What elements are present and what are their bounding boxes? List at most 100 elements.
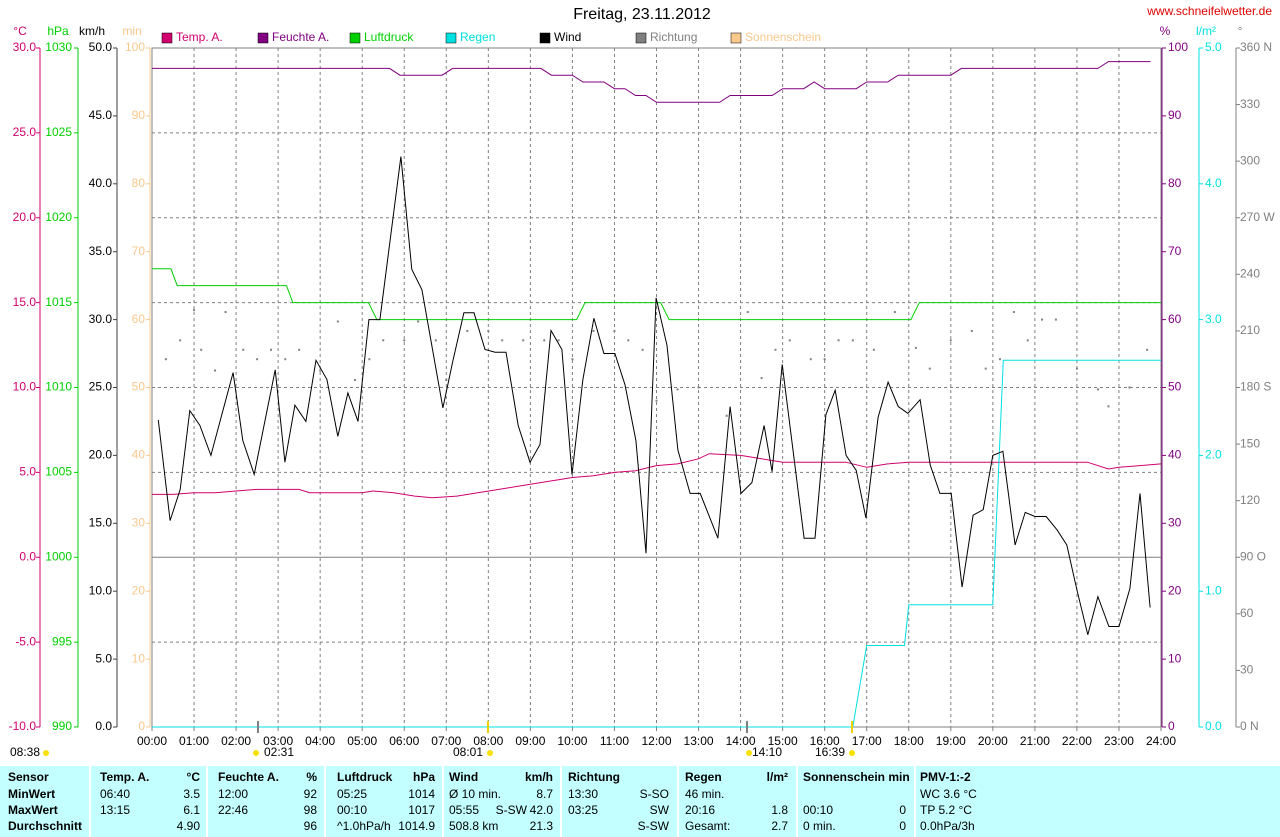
x-tick-label: 07:00	[431, 734, 461, 748]
y-tick-label: 1020	[45, 210, 72, 224]
scatter-point	[1146, 348, 1149, 351]
y-tick-label: 2.0	[1205, 448, 1222, 462]
table-header: Luftdruck	[337, 770, 393, 784]
y-tick-label: 30	[1240, 663, 1254, 677]
scatter-point	[1075, 367, 1078, 370]
x-tick-label: 19:00	[936, 734, 966, 748]
chart-title: Freitag, 23.11.2012	[573, 6, 711, 23]
table-cell: S-SW	[496, 803, 528, 817]
y-tick-label: 15.0	[13, 295, 37, 309]
y-tick-label: 120	[1240, 493, 1260, 507]
axis-unit: l/m²	[1196, 24, 1216, 38]
legend-label: Regen	[460, 30, 495, 44]
y-tick-label: 10	[1168, 651, 1182, 665]
y-tick-label: 5.0	[19, 465, 36, 479]
table-cell: 22:46	[218, 803, 248, 817]
table-cell: 2.7	[771, 819, 788, 833]
event-time: 08:38	[10, 745, 40, 759]
legend-swatch	[730, 32, 742, 44]
table-cell: Gesamt:	[685, 819, 730, 833]
table-header: Richtung	[568, 770, 620, 784]
y-tick-label: 990	[52, 719, 72, 733]
table-cell: 00:10	[337, 803, 367, 817]
y-tick-label: 40	[1168, 448, 1182, 462]
scatter-point	[179, 339, 182, 342]
table-cell: 1014.9	[398, 819, 435, 833]
table-cell: 21.3	[530, 819, 554, 833]
y-tick-label: 20.0	[13, 210, 37, 224]
table-cell: 0 min.	[803, 819, 836, 833]
scatter-point	[788, 339, 791, 342]
x-tick-label: 12:00	[641, 734, 671, 748]
scatter-point	[269, 348, 272, 351]
y-tick-label: 3.0	[1205, 312, 1222, 326]
scatter-point	[403, 339, 406, 342]
y-tick-label: 0 N	[1240, 719, 1259, 733]
scatter-point	[256, 358, 259, 361]
x-tick-label: 03:00	[263, 734, 293, 748]
legend-swatch	[635, 32, 647, 44]
y-tick-label: 0.0	[1205, 719, 1222, 733]
scatter-point	[893, 311, 896, 314]
y-tick-label: 20	[1168, 583, 1182, 597]
scatter-point	[445, 378, 448, 381]
y-tick-label: 20.0	[89, 448, 113, 462]
table-cell: 13:30	[568, 787, 598, 801]
table-cell: 98	[304, 803, 318, 817]
y-tick-label: 1030	[45, 40, 72, 54]
y-tick-label: 1015	[45, 295, 72, 309]
legend-swatch	[257, 32, 269, 44]
y-tick-label: 4.0	[1205, 176, 1222, 190]
y-tick-label: 1000	[45, 549, 72, 563]
event-time: 02:31	[264, 745, 294, 759]
y-tick-label: 60	[1240, 606, 1254, 620]
scatter-point	[466, 329, 469, 332]
table-cell: 42.0	[530, 803, 554, 817]
legend-label: Sonnenschein	[745, 30, 821, 44]
table-cell: 05:25	[337, 787, 367, 801]
scatter-point	[319, 369, 322, 372]
table-cell: ^1.0hPa/h	[337, 819, 391, 833]
x-tick-label: 15:00	[768, 734, 798, 748]
scatter-point	[837, 339, 840, 342]
scatter-point	[242, 348, 245, 351]
y-tick-label: 60	[1168, 312, 1182, 326]
event-time: 16:39	[815, 745, 845, 759]
y-tick-label: 240	[1240, 267, 1260, 281]
table-header: PMV-1:-2	[920, 770, 971, 784]
scatter-point	[872, 348, 875, 351]
y-tick-label: 80	[1168, 176, 1182, 190]
x-tick-label: 22:00	[1062, 734, 1092, 748]
scatter-point	[984, 367, 987, 370]
y-tick-label: 10.0	[89, 583, 113, 597]
table-cell: 1014	[408, 787, 435, 801]
scatter-point	[613, 329, 616, 332]
y-tick-label: 25.0	[89, 380, 113, 394]
table-header: Sensor	[8, 770, 49, 784]
table-cell: 96	[304, 819, 318, 833]
source: www.schneifelwetter.de	[1146, 4, 1272, 18]
y-tick-label: 995	[52, 634, 72, 648]
scatter-point	[592, 329, 595, 332]
scatter-point	[193, 309, 196, 312]
y-tick-label: 90 O	[1240, 549, 1266, 563]
x-tick-label: 09:00	[515, 734, 545, 748]
table-cell: MaxWert	[8, 803, 58, 817]
scatter-point	[354, 378, 357, 381]
scatter-point	[1128, 386, 1131, 389]
y-tick-label: 10	[132, 651, 146, 665]
scatter-point	[851, 339, 854, 342]
scatter-point	[368, 358, 371, 361]
y-tick-label: 360 N	[1240, 40, 1272, 54]
scatter-point	[809, 358, 812, 361]
table-cell: 0	[899, 819, 906, 833]
y-tick-label: 270 W	[1240, 210, 1275, 224]
legend-swatch	[539, 32, 551, 44]
y-tick-label: 70	[132, 244, 146, 258]
x-tick-label: 14:00	[726, 734, 756, 748]
y-tick-label: 300	[1240, 153, 1260, 167]
legend-swatch	[161, 32, 173, 44]
scatter-point	[571, 358, 574, 361]
scatter-point	[224, 311, 227, 314]
y-tick-label: 100	[125, 40, 145, 54]
